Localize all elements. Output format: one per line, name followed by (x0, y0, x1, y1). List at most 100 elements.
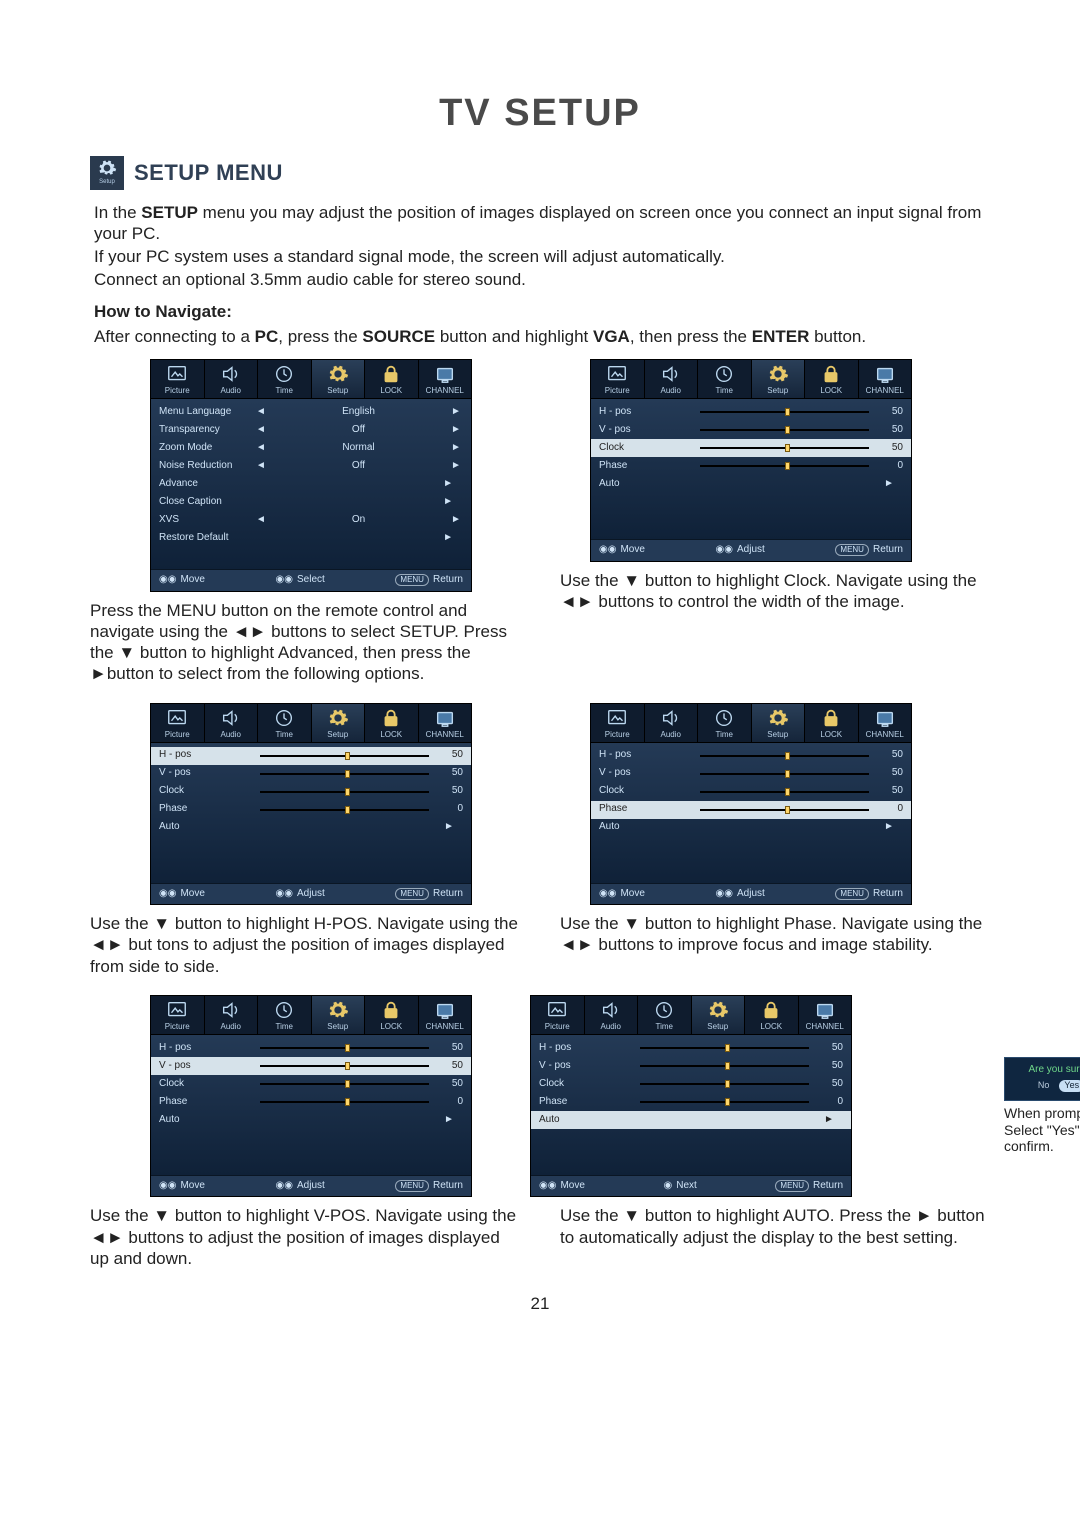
osd-row[interactable]: Phase0 (531, 1093, 851, 1111)
footer-move: ◉◉Move (599, 544, 645, 557)
slider-track[interactable] (640, 1101, 809, 1103)
tab-lock[interactable]: LOCK (805, 360, 859, 398)
osd-row[interactable]: H - pos50 (591, 403, 911, 421)
tab-channel[interactable]: CHANNEL (419, 704, 472, 742)
picture-icon (546, 999, 568, 1021)
slider-track[interactable] (700, 809, 869, 811)
osd-row[interactable]: Clock50 (151, 1075, 471, 1093)
slider-track[interactable] (260, 755, 429, 757)
osd-row[interactable]: XVS◄On► (151, 511, 471, 529)
osd-row[interactable]: H - pos50 (531, 1039, 851, 1057)
tab-lock[interactable]: LOCK (745, 996, 799, 1034)
tab-time[interactable]: Time (638, 996, 692, 1034)
slider-track[interactable] (640, 1065, 809, 1067)
confirm-question: Are you sure ? (1011, 1064, 1080, 1077)
tab-setup[interactable]: Setup (312, 360, 366, 398)
slider-track[interactable] (700, 773, 869, 775)
osd-row[interactable]: H - pos50 (591, 747, 911, 765)
slider-track[interactable] (700, 447, 869, 449)
tab-lock[interactable]: LOCK (805, 704, 859, 742)
osd-row[interactable]: Close Caption► (151, 493, 471, 511)
tab-lock[interactable]: LOCK (365, 360, 419, 398)
slider-track[interactable] (260, 1083, 429, 1085)
osd-row[interactable]: V - pos50 (531, 1057, 851, 1075)
step-phase: PictureAudioTimeSetupLOCKCHANNELH - pos5… (560, 703, 990, 977)
tab-setup[interactable]: Setup (752, 360, 806, 398)
osd-row[interactable]: Auto► (151, 1111, 471, 1129)
tab-time[interactable]: Time (698, 360, 752, 398)
osd-row[interactable]: Auto► (151, 819, 471, 837)
tab-picture[interactable]: Picture (591, 360, 645, 398)
osd-row[interactable]: V - pos50 (591, 765, 911, 783)
osd-row[interactable]: H - pos50 (151, 1039, 471, 1057)
tab-channel[interactable]: CHANNEL (419, 996, 472, 1034)
slider-track[interactable] (700, 791, 869, 793)
tab-setup[interactable]: Setup (312, 704, 366, 742)
tab-picture[interactable]: Picture (591, 704, 645, 742)
slider-track[interactable] (700, 429, 869, 431)
tab-channel[interactable]: CHANNEL (859, 704, 912, 742)
tab-audio[interactable]: Audio (645, 360, 699, 398)
osd-row[interactable]: Zoom Mode◄Normal► (151, 439, 471, 457)
tab-audio[interactable]: Audio (205, 704, 259, 742)
tab-channel[interactable]: CHANNEL (859, 360, 912, 398)
tab-lock[interactable]: LOCK (365, 996, 419, 1034)
tab-picture[interactable]: Picture (151, 704, 205, 742)
lock-icon (760, 999, 782, 1021)
slider-track[interactable] (700, 465, 869, 467)
osd-row[interactable]: Noise Reduction◄Off► (151, 457, 471, 475)
osd-tabbar: PictureAudioTimeSetupLOCKCHANNEL (531, 996, 851, 1035)
tab-picture[interactable]: Picture (531, 996, 585, 1034)
tab-lock[interactable]: LOCK (365, 704, 419, 742)
osd-row[interactable]: Auto► (591, 475, 911, 493)
slider-track[interactable] (700, 411, 869, 413)
osd-row[interactable]: Clock50 (151, 783, 471, 801)
osd-row[interactable]: Menu Language◄English► (151, 403, 471, 421)
audio-icon (220, 707, 242, 729)
slider-track[interactable] (640, 1047, 809, 1049)
osd-row[interactable]: Phase0 (591, 801, 911, 819)
osd-row[interactable]: Clock50 (591, 439, 911, 457)
tab-audio[interactable]: Audio (585, 996, 639, 1034)
tab-time[interactable]: Time (698, 704, 752, 742)
osd-row[interactable]: Clock50 (591, 783, 911, 801)
tab-setup[interactable]: Setup (312, 996, 366, 1034)
tab-time[interactable]: Time (258, 704, 312, 742)
slider-track[interactable] (260, 1101, 429, 1103)
osd-row[interactable]: Advance► (151, 475, 471, 493)
tab-setup[interactable]: Setup (692, 996, 746, 1034)
osd-row[interactable]: V - pos50 (151, 1057, 471, 1075)
tab-setup[interactable]: Setup (752, 704, 806, 742)
osd-body: Menu Language◄English►Transparency◄Off►Z… (151, 399, 471, 569)
osd-row[interactable]: Restore Default► (151, 529, 471, 547)
slider-track[interactable] (260, 1065, 429, 1067)
tab-audio[interactable]: Audio (645, 704, 699, 742)
osd-row[interactable]: V - pos50 (151, 765, 471, 783)
tab-audio[interactable]: Audio (205, 996, 259, 1034)
tab-channel[interactable]: CHANNEL (799, 996, 852, 1034)
slider-track[interactable] (260, 773, 429, 775)
osd-row[interactable]: Phase0 (591, 457, 911, 475)
confirm-yes-button[interactable]: Yes (1059, 1080, 1080, 1091)
osd-row[interactable]: Transparency◄Off► (151, 421, 471, 439)
osd-row[interactable]: V - pos50 (591, 421, 911, 439)
tab-time[interactable]: Time (258, 996, 312, 1034)
osd-row[interactable]: Clock50 (531, 1075, 851, 1093)
slider-track[interactable] (260, 1047, 429, 1049)
osd-body: H - pos50V - pos50Clock50Phase0Auto► (591, 743, 911, 883)
tab-channel[interactable]: CHANNEL (419, 360, 472, 398)
tab-picture[interactable]: Picture (151, 360, 205, 398)
osd-row[interactable]: Auto► (531, 1111, 851, 1129)
osd-row[interactable]: Phase0 (151, 801, 471, 819)
tab-audio[interactable]: Audio (205, 360, 259, 398)
slider-track[interactable] (700, 755, 869, 757)
tab-time[interactable]: Time (258, 360, 312, 398)
slider-track[interactable] (640, 1083, 809, 1085)
osd-row[interactable]: Phase0 (151, 1093, 471, 1111)
osd-row[interactable]: Auto► (591, 819, 911, 837)
confirm-no-button[interactable]: No (1038, 1080, 1050, 1091)
slider-track[interactable] (260, 791, 429, 793)
slider-track[interactable] (260, 809, 429, 811)
tab-picture[interactable]: Picture (151, 996, 205, 1034)
osd-row[interactable]: H - pos50 (151, 747, 471, 765)
